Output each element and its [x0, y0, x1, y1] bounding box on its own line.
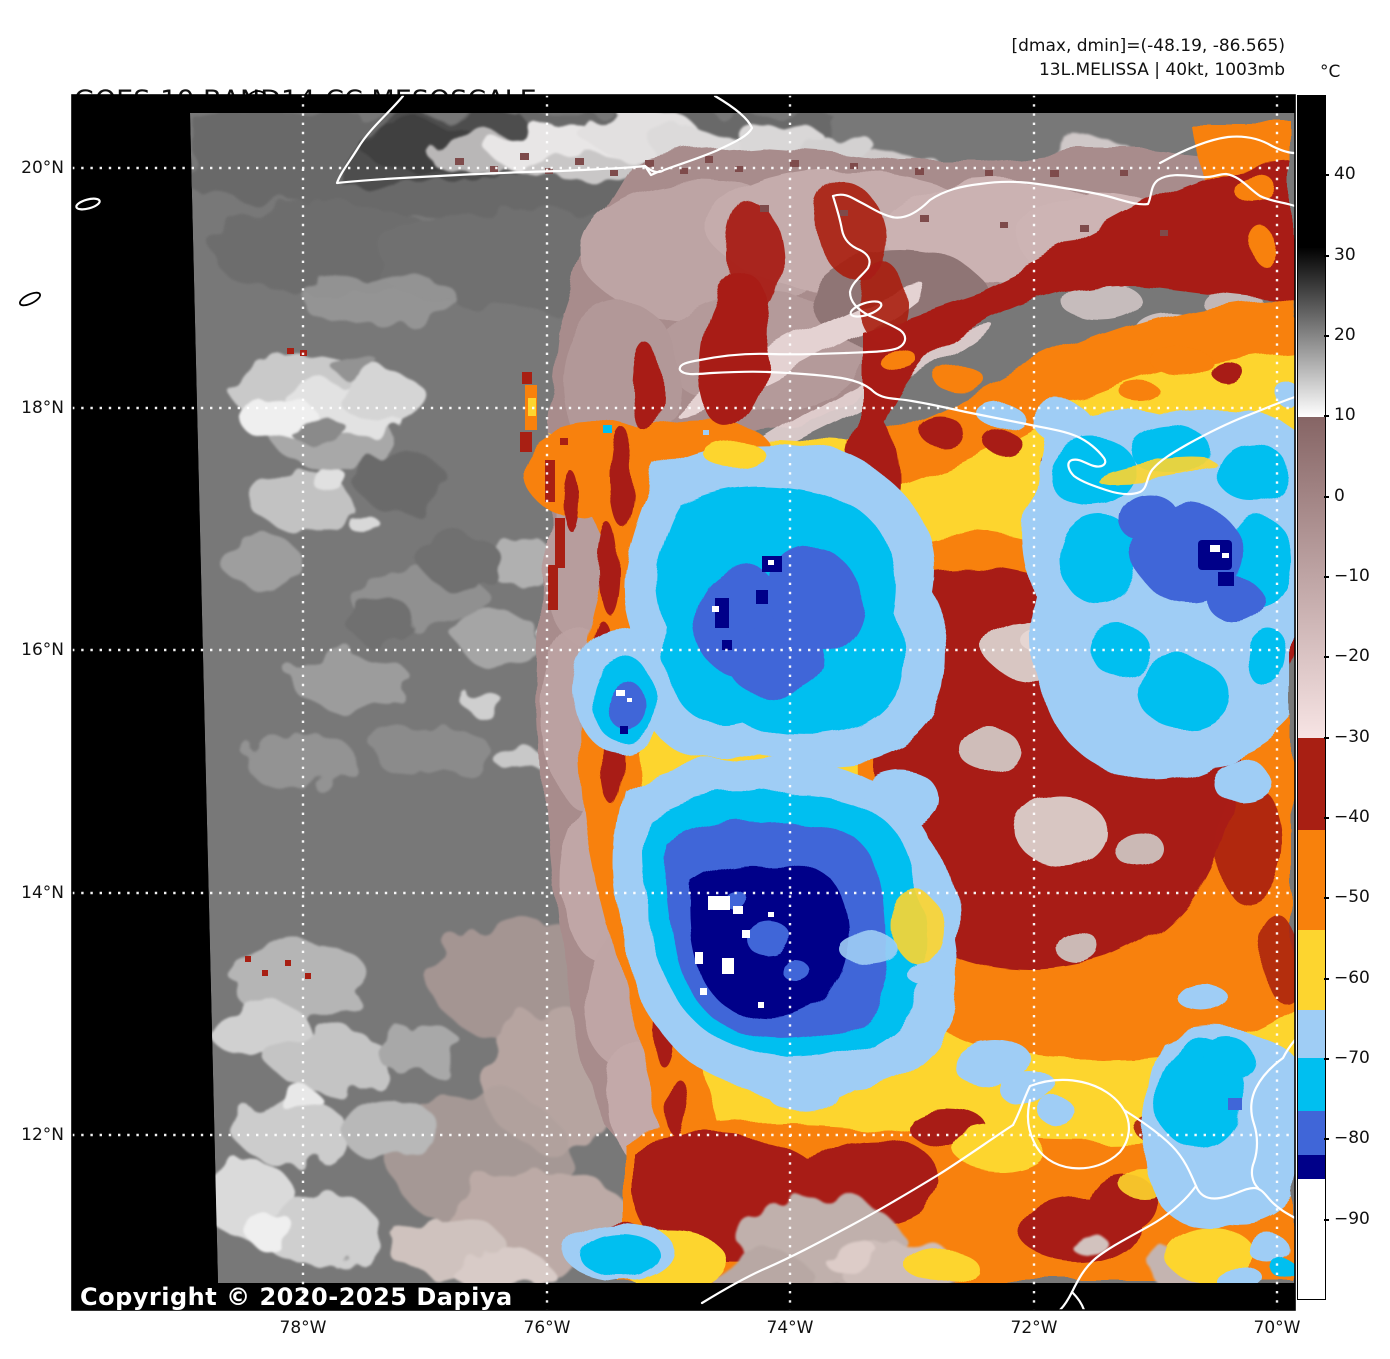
- lat-label: 18°N: [21, 398, 64, 418]
- lon-label: 76°W: [523, 1318, 571, 1338]
- colorbar-tick-mark: [1324, 576, 1329, 578]
- copyright-text: Copyright © 2020-2025 Dapiya: [80, 1283, 513, 1311]
- coastline-bahamas: [1158, 135, 1295, 165]
- coastline-cuba: [335, 95, 754, 185]
- graticule: [72, 95, 1295, 1310]
- colorbar-segment: [1298, 1010, 1325, 1059]
- cold-core-east: [978, 402, 1295, 800]
- lon-label: 70°W: [1253, 1318, 1301, 1338]
- colorbar-tick-mark: [1324, 656, 1329, 659]
- colorbar-segment: [1298, 737, 1325, 830]
- colorbar-tick-label: −60: [1334, 967, 1370, 988]
- colorbar-tick-label: −90: [1334, 1208, 1370, 1229]
- cold-core-southwest: [572, 628, 668, 752]
- bottom-left-cloud-field: [205, 920, 640, 1283]
- colorbar-tick-label: −50: [1334, 887, 1370, 908]
- light-blue-patches: [840, 381, 1295, 1108]
- colorbar-tick-label: −40: [1334, 807, 1370, 827]
- lat-label: 16°N: [21, 640, 64, 660]
- cold-core-south: [615, 758, 958, 1110]
- margin-islets: [19, 90, 267, 307]
- colorbar-tick-mark: [1324, 254, 1329, 257]
- lon-label: 74°W: [766, 1318, 814, 1338]
- warm-speckles: [455, 153, 1168, 236]
- lat-label: 14°N: [21, 883, 64, 903]
- colorbar-tick-mark: [1324, 736, 1329, 739]
- cold-core-bottom-right: [565, 1028, 1295, 1283]
- jamaica-hot-towers: [245, 348, 568, 979]
- colorbar-tick-mark: [1324, 335, 1329, 337]
- lat-label: 20°N: [21, 158, 64, 178]
- margin-islet-icon: [245, 90, 267, 106]
- colorbar-tick-label: −10: [1334, 566, 1370, 586]
- colorbar-segment: [1298, 1058, 1325, 1111]
- colorbar-tick-mark: [1324, 1138, 1329, 1141]
- colorbar-tick-label: 30: [1334, 244, 1356, 265]
- colorbar-segment: [1298, 829, 1325, 931]
- coastline-cayman-islet: [75, 197, 101, 211]
- range-info-text: [dmax, dmin]=(-48.19, -86.565): [1011, 36, 1286, 56]
- colorbar-tick-label: −20: [1334, 646, 1370, 667]
- colorbar-tick-mark: [1324, 817, 1329, 819]
- colorbar: [1297, 95, 1326, 1300]
- colorbar-tick-label: −30: [1334, 726, 1370, 747]
- colorbar-segment: [1298, 416, 1325, 738]
- coastline-gonave-island: [849, 300, 883, 318]
- colorbar-tick-label: 0: [1334, 485, 1345, 506]
- colorbar-tick-mark: [1324, 1058, 1329, 1060]
- colorbar-segment: [1298, 248, 1325, 417]
- colorbar-tick-mark: [1324, 174, 1329, 177]
- colorbar-segment: [1298, 1110, 1325, 1155]
- lon-label: 78°W: [279, 1318, 327, 1338]
- lon-label: 72°W: [1010, 1318, 1058, 1338]
- colorbar-segment: [1298, 930, 1325, 1011]
- coastline-hispaniola: [831, 172, 1295, 219]
- colorbar-tick-mark: [1324, 415, 1329, 418]
- colorbar-tick-mark: [1324, 495, 1329, 498]
- colorbar-tick-label: −70: [1334, 1048, 1370, 1068]
- colorbar-segment: [1298, 1178, 1325, 1299]
- colorbar-tick-label: −80: [1334, 1128, 1370, 1149]
- colorbar-segment: [1298, 96, 1325, 249]
- map-frame: [71, 94, 1296, 1311]
- storm-info-text: 13L.MELISSA | 40kt, 1003mb: [1038, 60, 1285, 80]
- coastlines: [75, 95, 1295, 1310]
- colorbar-tick-mark: [1324, 897, 1329, 900]
- margin-islet-icon: [19, 291, 41, 307]
- cold-core-center: [603, 425, 948, 765]
- coastline-south-america: [700, 1123, 1015, 1305]
- colorbar-tick-mark: [1324, 1218, 1329, 1221]
- copyright-bar: [72, 1283, 1295, 1310]
- colorbar-tick-label: 40: [1334, 164, 1356, 185]
- colorbar-tick-label: 10: [1334, 405, 1356, 426]
- colorbar-unit-label: °C: [1320, 62, 1341, 82]
- colorbar-tick-label: 20: [1334, 325, 1356, 345]
- colorbar-tick-mark: [1324, 977, 1329, 980]
- colorbar-segment: [1298, 1154, 1325, 1179]
- lat-label: 12°N: [21, 1125, 64, 1145]
- storm-annotation: [dmax, dmin]=(-48.19, -86.565) 13L.MELIS…: [1012, 34, 1286, 82]
